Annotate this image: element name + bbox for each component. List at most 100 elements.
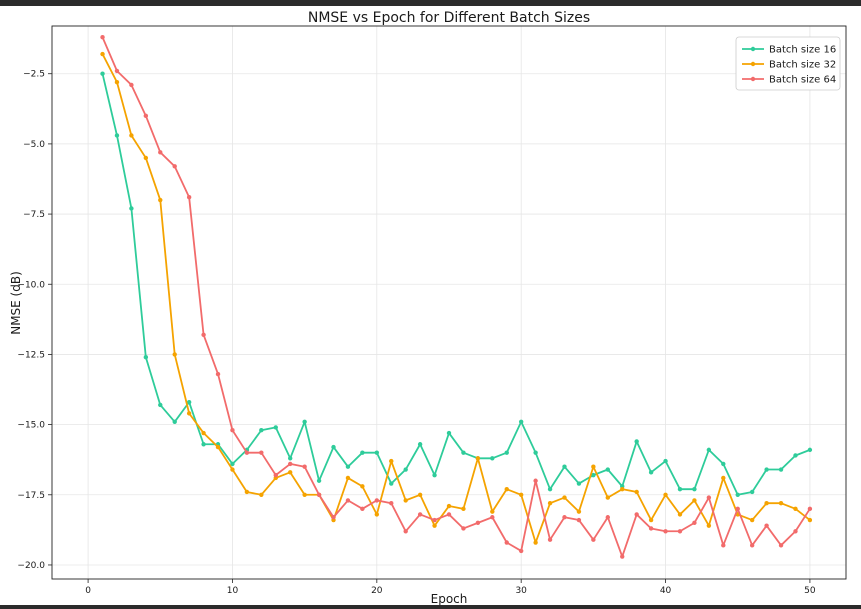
y-axis-label: NMSE (dB)	[9, 271, 23, 335]
data-point	[172, 419, 177, 425]
data-point	[735, 492, 740, 497]
x-tick-label: 20	[371, 586, 383, 596]
ticks: 0 10 20 30 40 50 −20.0 −17.5 −15.0 −12.5 −10.0 −7.5…	[17, 70, 816, 596]
data-point	[172, 164, 177, 169]
data-point	[215, 371, 221, 377]
data-point	[706, 523, 712, 528]
legend-item: Batch size 64	[742, 75, 836, 86]
data-point	[634, 512, 639, 517]
data-point	[706, 447, 712, 453]
data-point	[446, 503, 452, 509]
series-line	[101, 53, 811, 544]
data-point	[316, 492, 322, 497]
data-point	[158, 197, 163, 203]
data-point	[114, 79, 120, 85]
data-point	[490, 509, 495, 514]
data-point	[721, 475, 726, 481]
data-point	[143, 113, 149, 119]
data-point	[129, 133, 134, 138]
data-point	[461, 450, 466, 455]
data-point	[432, 517, 437, 523]
data-point	[562, 464, 567, 469]
data-point	[273, 472, 278, 478]
data-point	[461, 526, 466, 531]
legend-marker	[750, 76, 756, 82]
data-point	[100, 51, 105, 57]
data-point	[605, 515, 610, 520]
data-point	[778, 501, 784, 506]
data-point	[230, 461, 235, 467]
data-point	[677, 512, 683, 517]
x-tick-label: 50	[804, 586, 816, 596]
y-tick-label: −2.5	[23, 70, 45, 80]
data-point	[374, 512, 380, 517]
data-point	[360, 450, 365, 455]
data-point	[749, 489, 755, 495]
data-point	[114, 68, 120, 74]
data-point	[403, 529, 408, 534]
data-point	[403, 467, 408, 472]
data-point	[316, 478, 322, 483]
legend-marker	[750, 46, 756, 52]
data-point	[302, 492, 307, 497]
data-point	[735, 506, 740, 512]
x-tick-label: 0	[85, 586, 91, 596]
data-point	[403, 498, 408, 503]
data-point	[547, 486, 553, 492]
data-point	[692, 520, 697, 526]
data-point	[186, 195, 192, 200]
y-tick-label: −12.5	[17, 350, 45, 360]
data-point	[244, 489, 250, 495]
grid	[52, 26, 846, 579]
chart-title: NMSE vs Epoch for Different Batch Sizes	[308, 10, 590, 26]
data-point	[172, 352, 177, 357]
series-layer	[100, 35, 813, 559]
y-tick-label: −5.0	[23, 140, 45, 150]
x-tick-label: 40	[660, 586, 672, 596]
data-point	[417, 492, 423, 497]
data-point	[374, 498, 380, 503]
data-point	[288, 461, 293, 467]
data-point	[706, 495, 712, 500]
data-point	[417, 442, 423, 447]
data-point	[302, 464, 307, 469]
data-point	[692, 486, 697, 492]
data-point	[230, 428, 235, 433]
data-point	[504, 486, 509, 492]
data-point	[446, 512, 452, 517]
data-point	[793, 529, 798, 534]
data-point	[764, 523, 769, 528]
data-point	[547, 501, 553, 506]
series-line	[101, 73, 811, 496]
data-point	[605, 495, 610, 500]
data-point	[663, 458, 668, 464]
data-point	[576, 509, 582, 514]
data-point	[288, 470, 293, 475]
data-point	[389, 481, 394, 486]
data-point	[692, 498, 697, 503]
data-point	[389, 501, 394, 506]
data-point	[417, 512, 423, 517]
data-point	[331, 515, 336, 520]
data-point	[591, 464, 596, 469]
y-tick-label: −10.0	[17, 280, 45, 290]
data-point	[764, 501, 769, 506]
data-point	[186, 411, 192, 416]
data-point	[721, 543, 726, 548]
data-point	[432, 472, 437, 478]
data-point	[215, 444, 221, 450]
data-point	[360, 484, 365, 489]
data-point	[562, 515, 567, 520]
data-point	[288, 456, 293, 461]
y-tick-label: −20.0	[17, 561, 45, 571]
data-point	[201, 442, 206, 447]
data-point	[244, 450, 250, 455]
plot-area-frame	[51, 25, 847, 580]
data-point	[518, 548, 524, 554]
data-point	[749, 517, 755, 523]
data-point	[576, 517, 582, 523]
data-point	[793, 506, 798, 512]
series-1	[100, 71, 813, 497]
data-point	[562, 495, 567, 500]
data-point	[634, 439, 639, 444]
